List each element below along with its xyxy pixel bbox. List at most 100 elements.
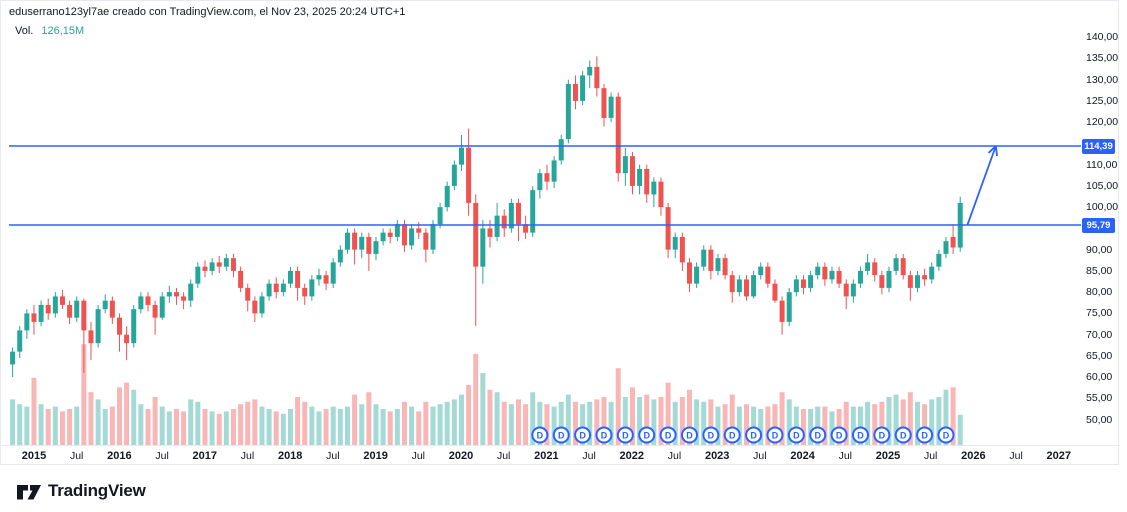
candle-body — [772, 283, 778, 301]
candle-body — [409, 228, 415, 246]
dividend-marker-icon[interactable] — [894, 426, 912, 444]
dividend-marker-letter: D — [836, 431, 843, 441]
price-level-badge[interactable]: 114,39 — [1082, 138, 1115, 154]
candle-body — [907, 275, 913, 288]
volume-bar — [950, 387, 956, 445]
volume-bar — [800, 409, 806, 445]
candle-body — [829, 270, 835, 280]
candle-body — [480, 228, 486, 267]
candle-body — [722, 258, 728, 276]
volume-bar — [166, 411, 172, 445]
candle-body — [572, 83, 578, 101]
volume-bar — [715, 406, 721, 445]
price-axis[interactable]: 140,00 135,00 130,00 125,00 120,00 110,00 105,… — [1081, 1, 1119, 445]
trend-arrow-drawing[interactable] — [966, 145, 997, 226]
dividend-marker-icon[interactable] — [787, 426, 805, 444]
volume-bar — [672, 401, 678, 445]
dividend-marker-letter: D — [857, 431, 864, 441]
candle-body — [800, 279, 806, 288]
dividend-marker-letter: D — [686, 431, 693, 441]
candle-body — [45, 304, 51, 314]
volume-bar — [124, 382, 130, 445]
volume-bar — [45, 409, 51, 445]
volume-bar — [608, 401, 614, 445]
candle-body — [280, 283, 286, 293]
candle-body — [466, 147, 472, 203]
volume-bar — [615, 368, 621, 445]
dividend-marker-icon[interactable] — [595, 426, 613, 444]
dividend-marker-letter: D — [879, 431, 886, 441]
dividend-marker-letter: D — [814, 431, 821, 441]
volume-bar — [587, 401, 593, 445]
candle-body — [81, 300, 87, 331]
volume-bar — [736, 406, 742, 445]
dividend-marker-icon[interactable] — [745, 426, 763, 444]
time-tick-month: Jul — [753, 450, 767, 462]
time-tick-year: 2022 — [619, 450, 645, 462]
time-tick-year: 2019 — [363, 450, 388, 462]
tradingview-footer: TradingView — [17, 479, 146, 503]
volume-bar — [786, 399, 792, 445]
dividend-marker-icon[interactable] — [809, 426, 827, 444]
dividend-marker-icon[interactable] — [766, 426, 784, 444]
dividend-marker-icon[interactable] — [723, 426, 741, 444]
price-tick-label: 135,00 — [1086, 52, 1119, 65]
time-axis[interactable]: 2015 Jul 2016 Jul 2017 Jul 2018 Jul 2019 Jul 2020 J… — [1, 445, 1120, 465]
dividend-marker-icon[interactable] — [659, 426, 677, 444]
volume-legend-value: 126,15M — [41, 25, 85, 37]
dividend-marker-icon[interactable] — [574, 426, 592, 444]
time-tick-month: Jul — [838, 450, 853, 462]
dividend-marker-icon[interactable] — [680, 426, 698, 444]
dividend-marker-icon[interactable] — [873, 426, 891, 444]
volume-bar — [765, 406, 771, 445]
candle-body — [672, 236, 678, 250]
dividend-marker-icon[interactable] — [702, 426, 720, 444]
volume-bar — [394, 409, 400, 445]
volume-bar — [722, 404, 728, 445]
candle-body — [352, 232, 358, 250]
dividend-marker-icon[interactable] — [531, 426, 549, 444]
volume-bar — [515, 399, 521, 445]
time-tick-year: 2026 — [961, 450, 986, 462]
dividend-marker-icon[interactable] — [916, 426, 934, 444]
price-level-badge[interactable]: 95,79 — [1082, 217, 1115, 233]
volume-bar — [95, 399, 101, 445]
volume-bar — [487, 389, 493, 445]
volume-bar — [544, 404, 550, 445]
candle-body — [188, 283, 194, 301]
dividend-marker-icon[interactable] — [552, 426, 570, 444]
volume-bar — [758, 409, 764, 445]
dividend-marker-icon[interactable] — [616, 426, 634, 444]
volume-bar — [337, 409, 343, 445]
dividend-marker-letter: D — [750, 431, 757, 441]
chart-frame: D D D D D D D D D D D D D D D D D D D D eduserrano123yl7ae … — [0, 0, 1120, 465]
dividend-marker-icon[interactable] — [937, 426, 955, 444]
volume-bar — [651, 399, 657, 445]
volume-bar — [181, 411, 187, 445]
dividend-marker-icon[interactable] — [638, 426, 656, 444]
candle-body — [266, 283, 272, 297]
volume-bar — [708, 399, 714, 445]
volume-bar — [81, 344, 87, 445]
candle-body — [216, 262, 222, 267]
volume-bar — [195, 401, 201, 445]
dividend-marker-icon[interactable] — [830, 426, 848, 444]
volume-bar — [914, 401, 920, 445]
volume-bar — [17, 404, 23, 445]
candle-body — [950, 236, 956, 248]
volume-bar — [323, 409, 329, 445]
dividend-marker-letter: D — [665, 431, 672, 441]
volume-bar — [694, 399, 700, 445]
volume-bar — [444, 401, 450, 445]
candle-body — [872, 262, 878, 276]
volume-bar — [131, 389, 137, 445]
volume-bar — [266, 409, 272, 445]
time-tick-month: Jul — [496, 450, 511, 462]
volume-bar — [843, 401, 849, 445]
candle-body — [743, 279, 749, 297]
volume-bar — [850, 406, 856, 445]
dividend-marker-icon[interactable] — [851, 426, 869, 444]
candle-body — [551, 160, 557, 182]
volume-bar — [451, 399, 457, 445]
